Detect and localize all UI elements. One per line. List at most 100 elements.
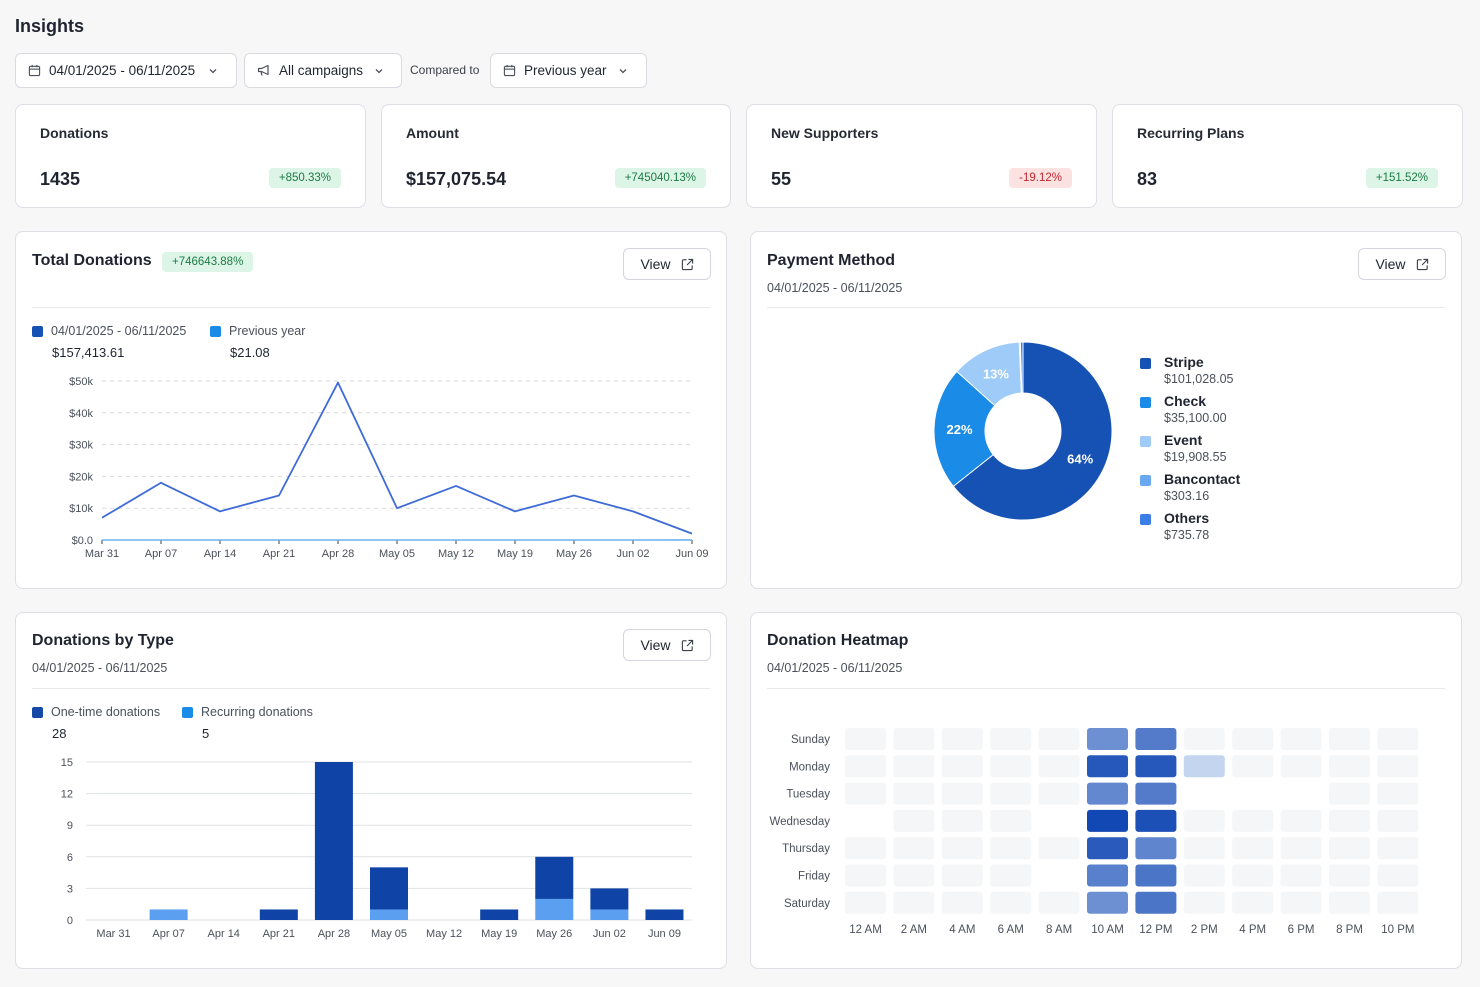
y-tick-label: $30k — [69, 440, 93, 452]
y-tick-label: $20k — [69, 471, 93, 483]
bar-segment — [370, 909, 408, 920]
heatmap-cell — [1280, 809, 1322, 832]
heatmap-cell — [1135, 837, 1177, 860]
view-button[interactable]: View — [623, 629, 711, 661]
x-tick-label: May 26 — [536, 928, 572, 940]
panel-subtitle: 04/01/2025 - 06/11/2025 — [32, 661, 168, 675]
legend-value: 5 — [202, 726, 210, 741]
legend-value: 28 — [52, 726, 67, 741]
page-title: Insights — [15, 16, 85, 36]
change-badge: +850.33% — [268, 168, 341, 188]
heatmap-cell — [1232, 864, 1274, 887]
x-tick-label: Apr 21 — [263, 548, 295, 560]
heatmap-cell — [1087, 728, 1128, 750]
heatmap-cell — [941, 755, 983, 778]
legend-item-one-time: One-time donations — [32, 705, 160, 719]
heatmap-cell — [1377, 728, 1419, 750]
x-tick-label: Apr 07 — [145, 548, 177, 560]
heatmap-cell — [845, 782, 886, 805]
heatmap-cell — [990, 809, 1032, 832]
campaign-filter[interactable]: All campaigns — [244, 53, 402, 88]
heatmap-cell — [1183, 864, 1225, 887]
stat-title: Amount — [406, 125, 459, 141]
heatmap-cell — [893, 837, 935, 860]
column-label: 4 AM — [949, 924, 975, 936]
date-range-filter[interactable]: 04/01/2025 - 06/11/2025 — [15, 53, 237, 88]
view-button[interactable]: View — [1358, 248, 1446, 280]
payment-method-legend: Stripe $101,028.05 Check $35,100.00 Event $19… — [1140, 354, 1240, 549]
external-link-icon — [1416, 258, 1428, 270]
row-label: Friday — [798, 871, 830, 883]
legend-name: Bancontact — [1164, 471, 1241, 487]
heatmap-cell — [1135, 864, 1177, 887]
x-tick-label: May 05 — [371, 928, 407, 940]
donations-by-type-bar-chart: 0 3 6 9 12 15 Mar 31 Apr 07 Apr 14 Apr 21 Apr 28 Ma… — [61, 757, 692, 940]
row-label: Thursday — [782, 843, 830, 855]
legend-swatch — [210, 325, 221, 337]
legend-name: Event — [1164, 432, 1203, 448]
legend-swatch — [182, 706, 193, 718]
heatmap-cell — [1329, 864, 1370, 887]
heatmap-cell — [990, 755, 1032, 778]
heatmap-cell — [1232, 782, 1274, 805]
stat-title: Donations — [40, 125, 109, 141]
donation-heatmap-chart: Sunday Monday Tuesday Wednesday Thursday Frid… — [769, 728, 1419, 936]
panel-title: Total Donations — [32, 252, 152, 269]
row-label: Monday — [789, 761, 830, 773]
legend-item: Check $35,100.00 — [1140, 393, 1240, 432]
total-donations-badge: +746643.88% — [162, 252, 254, 272]
x-tick-label: May 19 — [497, 548, 533, 560]
legend-item-recurring: Recurring donations — [182, 705, 313, 719]
legend-label: Previous year — [229, 324, 306, 338]
payment-method-panel: Payment Method 04/01/2025 - 06/11/2025 V… — [750, 231, 1462, 589]
y-tick-label: 0 — [67, 915, 73, 927]
megaphone-icon — [257, 64, 269, 76]
view-button[interactable]: View — [623, 248, 711, 280]
comparison-filter[interactable]: Previous year — [490, 53, 647, 88]
column-label: 2 PM — [1191, 924, 1218, 936]
payment-method-donut-chart: 64% 22% 13% — [933, 341, 1113, 521]
heatmap-cell — [990, 782, 1032, 805]
heatmap-cell — [1377, 891, 1419, 914]
stat-card-new-supporters: New Supporters 55 -19.12% — [746, 104, 1097, 208]
campaign-value: All campaigns — [279, 63, 364, 78]
stat-value: 55 — [771, 169, 792, 189]
bar-segment — [149, 909, 188, 920]
external-link-icon — [681, 639, 693, 651]
heatmap-cell — [893, 728, 935, 750]
pie-slice — [952, 341, 1113, 521]
x-tick-label: Apr 21 — [263, 928, 295, 940]
legend-label: Recurring donations — [201, 705, 313, 719]
legend-item-previous: Previous year — [210, 324, 305, 338]
x-tick-label: May 12 — [438, 548, 474, 560]
heatmap-cell — [1329, 891, 1370, 914]
legend-swatch — [32, 325, 43, 337]
heatmap-cell — [1135, 755, 1177, 778]
column-label: 4 PM — [1239, 924, 1266, 936]
column-label: 6 PM — [1288, 924, 1315, 936]
heatmap-cell — [1183, 728, 1225, 750]
y-tick-label: $40k — [69, 408, 93, 420]
heatmap-cell — [1280, 782, 1322, 805]
heatmap-cell — [1135, 782, 1177, 805]
legend-label: 04/01/2025 - 06/11/2025 — [51, 324, 187, 338]
panel-title: Donations by Type — [32, 632, 174, 649]
column-label: 2 AM — [901, 924, 927, 936]
slice-label: 13% — [983, 367, 1009, 382]
comparison-value: Previous year — [524, 63, 607, 78]
column-label: 12 PM — [1139, 924, 1172, 936]
bar-segment — [535, 856, 574, 899]
heatmap-cell — [1377, 755, 1419, 778]
heatmap-cell — [1280, 837, 1322, 860]
heatmap-cell — [941, 809, 983, 832]
stat-card-amount: Amount $157,075.54 +745040.13% — [381, 104, 731, 208]
x-tick-label: Mar 31 — [85, 548, 119, 560]
column-label: 10 AM — [1091, 924, 1124, 936]
y-tick-label: 6 — [67, 852, 73, 864]
x-tick-label: Jun 02 — [593, 928, 626, 940]
heatmap-cell — [990, 837, 1032, 860]
view-label: View — [640, 256, 671, 272]
legend-item: Others $735.78 — [1140, 510, 1240, 549]
row-label: Saturday — [784, 898, 830, 910]
pie-slice — [1019, 341, 1024, 394]
